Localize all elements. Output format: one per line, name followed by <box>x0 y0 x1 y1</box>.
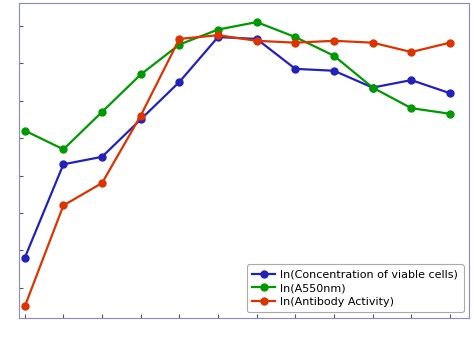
ln(Concentration of viable cells) <box>447 91 453 95</box>
ln(Concentration of viable cells) <box>292 67 298 71</box>
ln(Concentration of viable cells) <box>61 162 66 166</box>
ln(A550nm) <box>22 128 27 132</box>
ln(A550nm) <box>292 35 298 39</box>
ln(A550nm) <box>447 112 453 116</box>
ln(A550nm) <box>176 43 182 47</box>
Line: ln(Concentration of viable cells): ln(Concentration of viable cells) <box>21 33 454 261</box>
ln(Antibody Activity) <box>61 203 66 208</box>
ln(A550nm) <box>138 72 144 76</box>
ln(Concentration of viable cells) <box>138 117 144 121</box>
ln(Antibody Activity) <box>409 50 414 54</box>
Line: ln(A550nm): ln(A550nm) <box>21 19 454 153</box>
ln(Concentration of viable cells) <box>176 80 182 84</box>
ln(Concentration of viable cells) <box>370 86 375 90</box>
ln(Antibody Activity) <box>331 39 337 43</box>
Line: ln(Antibody Activity): ln(Antibody Activity) <box>21 32 454 310</box>
ln(Concentration of viable cells) <box>22 256 27 260</box>
ln(Antibody Activity) <box>138 114 144 118</box>
ln(Antibody Activity) <box>254 39 260 43</box>
ln(Antibody Activity) <box>99 181 105 185</box>
ln(Antibody Activity) <box>370 41 375 45</box>
Legend: ln(Concentration of viable cells), ln(A550nm), ln(Antibody Activity): ln(Concentration of viable cells), ln(A5… <box>247 264 464 312</box>
ln(Concentration of viable cells) <box>215 35 221 39</box>
ln(Antibody Activity) <box>215 33 221 37</box>
ln(A550nm) <box>61 147 66 151</box>
ln(Concentration of viable cells) <box>99 155 105 159</box>
ln(A550nm) <box>331 54 337 58</box>
ln(Concentration of viable cells) <box>331 69 337 73</box>
ln(Concentration of viable cells) <box>409 78 414 82</box>
ln(Concentration of viable cells) <box>254 37 260 41</box>
ln(Antibody Activity) <box>176 37 182 41</box>
ln(Antibody Activity) <box>22 305 27 309</box>
ln(A550nm) <box>370 86 375 90</box>
ln(Antibody Activity) <box>292 41 298 45</box>
ln(A550nm) <box>215 28 221 32</box>
ln(Antibody Activity) <box>447 41 453 45</box>
ln(A550nm) <box>254 20 260 24</box>
ln(A550nm) <box>99 110 105 114</box>
ln(A550nm) <box>409 106 414 110</box>
